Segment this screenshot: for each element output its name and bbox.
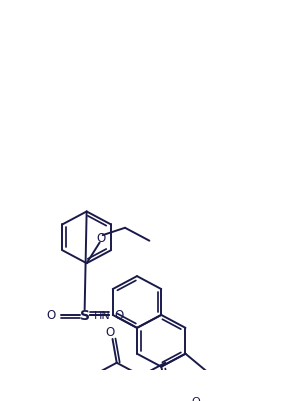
Text: O: O <box>114 309 123 322</box>
Text: O: O <box>105 325 114 338</box>
Text: O: O <box>46 309 55 322</box>
Text: O: O <box>192 396 200 401</box>
Text: HN: HN <box>94 310 111 320</box>
Text: S: S <box>80 308 90 322</box>
Text: O: O <box>96 232 105 245</box>
